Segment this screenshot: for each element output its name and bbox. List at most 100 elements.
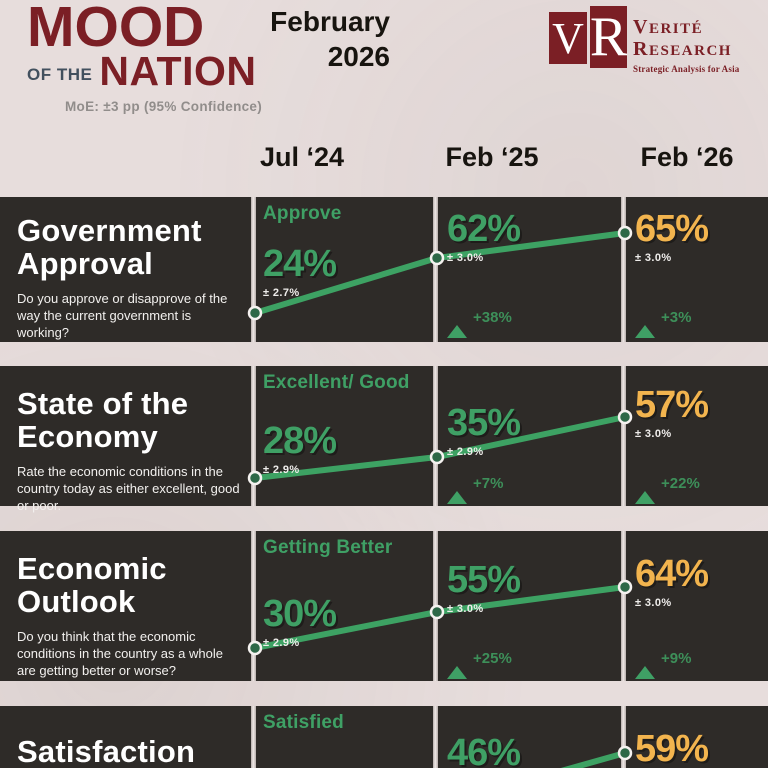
- moe-label: ± 3.0%: [447, 252, 484, 264]
- change-value: +38%: [473, 308, 512, 326]
- moe-label: ± 2.9%: [263, 637, 300, 649]
- row-economic-outlook: Economic Outlook Do you think that the e…: [0, 531, 768, 681]
- column-divider: [251, 197, 256, 342]
- data-point-dot: [429, 449, 445, 465]
- up-arrow-icon: [447, 474, 467, 504]
- column-divider: [433, 706, 438, 768]
- change-badge: +38%: [447, 308, 512, 338]
- row-state-of-the-economy: State of the Economy Rate the economic c…: [0, 366, 768, 513]
- value: 24%: [263, 243, 337, 285]
- monogram-v-icon: V: [549, 12, 587, 64]
- column-divider: [433, 197, 438, 342]
- edition-date: February 2026: [270, 6, 390, 72]
- column-divider: [621, 531, 626, 681]
- brand-title-ofthe: OF THE: [27, 65, 93, 85]
- moe-label: ± 2.9%: [263, 464, 300, 476]
- value-cell-jul-24: 28% ± 2.9%: [263, 420, 337, 476]
- change-badge: +7%: [447, 474, 504, 504]
- row-title: Government Approval: [17, 213, 202, 281]
- change-value: +25%: [473, 649, 512, 667]
- moe-label: ± 3.0%: [635, 428, 672, 440]
- moe-label: ± 2.7%: [263, 287, 300, 299]
- monogram-r-icon: R: [589, 6, 628, 68]
- up-arrow-icon: [635, 649, 655, 679]
- up-arrow-icon: [447, 308, 467, 338]
- value-cell-feb-25: 46%: [447, 732, 521, 768]
- row-question: Do you approve or disapprove of the way …: [17, 290, 228, 341]
- data-point-dot: [617, 579, 633, 595]
- data-point-dot: [247, 640, 263, 656]
- data-point-dot: [247, 305, 263, 321]
- value: 55%: [447, 559, 521, 601]
- change-badge: +9%: [635, 649, 692, 679]
- column-divider: [251, 366, 256, 506]
- brand-title-nation: NATION: [99, 48, 257, 95]
- series-label: Excellent/ Good: [263, 372, 410, 393]
- verite-research-logo: V R VERITÉ RESEARCH Strategic Analysis f…: [549, 6, 739, 74]
- value-cell-jul-24: 30% ± 2.9%: [263, 593, 337, 649]
- column-divider: [433, 366, 438, 506]
- trend-chart: [560, 745, 633, 768]
- row-satisfaction: Satisfaction Satisfied 46% 59% ± 3.0%: [0, 706, 768, 768]
- change-badge: +22%: [635, 474, 700, 504]
- value: 62%: [447, 208, 521, 250]
- value: 30%: [263, 593, 337, 635]
- column-header-feb-26: Feb ‘26: [640, 142, 734, 172]
- column-header-feb-25: Feb ‘25: [445, 142, 539, 172]
- series-label: Approve: [263, 203, 342, 224]
- trend-chart: [247, 579, 633, 656]
- column-divider: [621, 197, 626, 342]
- trend-chart: [247, 409, 633, 486]
- value: 65%: [635, 208, 709, 250]
- logo-name-line1: VERITÉ: [633, 16, 704, 38]
- value-cell-feb-25: 35% ± 2.9%: [447, 402, 521, 458]
- value-cell-feb-26: 64% ± 3.0%: [635, 555, 709, 609]
- column-header-jul-24: Jul ‘24: [259, 142, 345, 172]
- column-divider: [621, 706, 626, 768]
- value-cell-feb-26: 59% ± 3.0%: [635, 728, 709, 768]
- change-value: +7%: [473, 474, 504, 492]
- change-badge: +3%: [635, 308, 692, 338]
- row-government-approval: Government Approval Do you approve or di…: [0, 197, 768, 342]
- brand-logo: MOOD OF THE NATION MoE: ±3 pp (95% Confi…: [27, 0, 262, 114]
- change-badge: +25%: [447, 649, 512, 679]
- data-point-dot: [429, 250, 445, 266]
- value-cell-feb-26: 57% ± 3.0%: [635, 384, 709, 440]
- row-title: State of the Economy: [17, 386, 189, 454]
- change-value: +22%: [661, 474, 700, 492]
- up-arrow-icon: [635, 308, 655, 338]
- value: 35%: [447, 402, 521, 444]
- moe-label: ± 3.0%: [447, 603, 484, 615]
- data-point-dot: [617, 225, 633, 241]
- value-cell-feb-25: 55% ± 3.0%: [447, 559, 521, 615]
- change-value: +9%: [661, 649, 692, 667]
- moe-note: MoE: ±3 pp (95% Confidence): [65, 99, 263, 115]
- data-point-dot: [617, 409, 633, 425]
- data-point-dot: [429, 604, 445, 620]
- logo-tagline: Strategic Analysis for Asia: [633, 64, 740, 74]
- series-label: Satisfied: [263, 712, 344, 733]
- moe-label: ± 3.0%: [635, 252, 672, 264]
- value: 59%: [635, 728, 709, 768]
- trend-chart: [247, 225, 633, 321]
- data-point-dot: [247, 470, 263, 486]
- value-cell-feb-26: 65% ± 3.0%: [635, 208, 709, 264]
- vr-monogram: V R: [549, 6, 629, 70]
- up-arrow-icon: [447, 649, 467, 679]
- value: 46%: [447, 732, 521, 768]
- row-question: Rate the economic conditions in the coun…: [17, 463, 240, 514]
- column-divider: [621, 366, 626, 506]
- data-point-dot: [617, 745, 633, 761]
- row-title: Economic Outlook: [17, 551, 167, 619]
- value-cell-jul-24: 24% ± 2.7%: [263, 243, 337, 299]
- change-value: +3%: [661, 308, 692, 326]
- up-arrow-icon: [635, 474, 655, 504]
- trend-line: [560, 750, 626, 768]
- value: 28%: [263, 420, 337, 462]
- value: 57%: [635, 384, 709, 426]
- moe-label: ± 2.9%: [447, 446, 484, 458]
- series-label: Getting Better: [263, 537, 393, 558]
- moe-label: ± 3.0%: [635, 597, 672, 609]
- column-divider: [251, 531, 256, 681]
- logo-name-line2: RESEARCH: [633, 38, 732, 60]
